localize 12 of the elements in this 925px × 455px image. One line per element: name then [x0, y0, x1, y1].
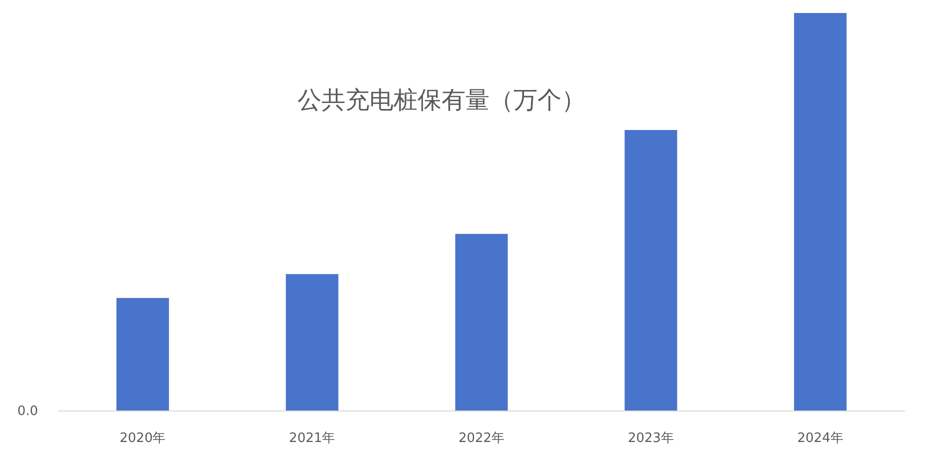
x-tick-label: 2021年: [289, 431, 336, 446]
x-tick-label: 2023年: [628, 431, 674, 446]
bar: [794, 13, 847, 411]
bar: [455, 234, 508, 411]
bar: [116, 298, 169, 411]
x-tick-label: 2022年: [458, 431, 505, 446]
x-tick-label: 2024年: [797, 431, 844, 446]
bar: [286, 274, 338, 411]
x-tick-label: 2020年: [120, 431, 166, 446]
text: 0.0: [17, 404, 38, 419]
bar: [624, 130, 678, 411]
text: 公共充电桩保有量（万个）: [298, 86, 586, 114]
